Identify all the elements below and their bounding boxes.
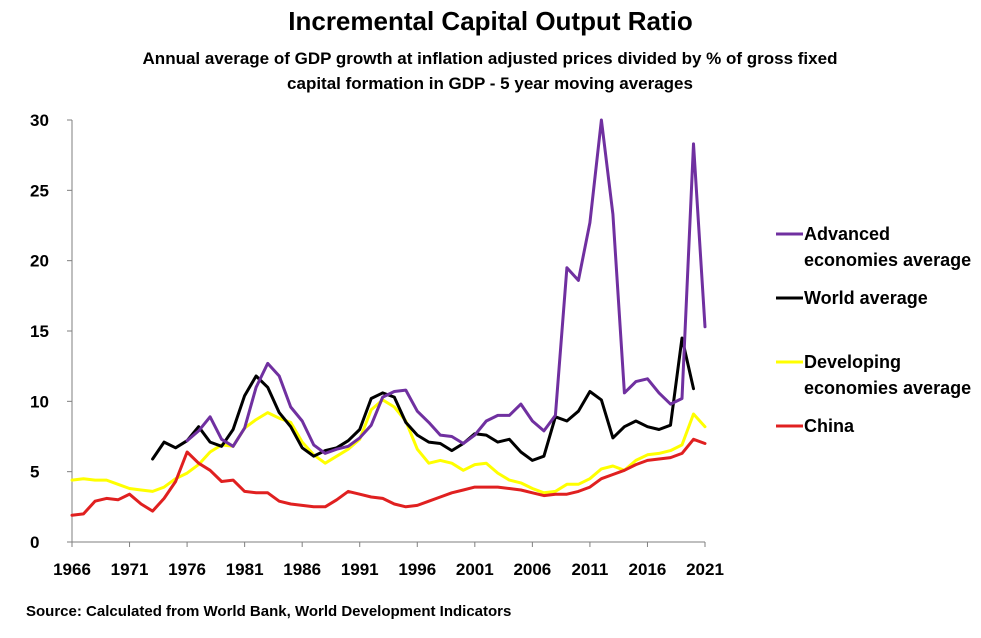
chart-title: Incremental Capital Output Ratio [288, 6, 693, 36]
x-tick-label: 2006 [513, 560, 551, 579]
x-tick-label: 2001 [456, 560, 494, 579]
series-layer [70, 118, 707, 517]
y-tick-label: 30 [30, 111, 49, 130]
x-tick-label: 2011 [571, 560, 608, 579]
chart-subtitle: Annual average of GDP growth at inflatio… [142, 49, 838, 93]
legend-label: Advanced [804, 224, 890, 244]
y-tick-label: 10 [30, 392, 49, 411]
legend-label: economies average [804, 378, 971, 398]
x-tick-label: 1976 [168, 560, 206, 579]
x-tick-label: 1991 [341, 560, 379, 579]
x-tick-label: 1971 [111, 560, 149, 579]
y-tick-label: 20 [30, 252, 49, 271]
x-tick-label: 1966 [53, 560, 91, 579]
series-line-china [70, 437, 707, 517]
series-line-developing-economies-average [70, 398, 707, 495]
series-line-world-average [151, 336, 695, 462]
legend-label: World average [804, 288, 928, 308]
y-tick-label: 0 [30, 533, 39, 552]
y-tick-label: 5 [30, 463, 39, 482]
legend-label: China [804, 416, 855, 436]
chart-legend: Advanced economies average World average De… [776, 224, 971, 436]
chart-source: Source: Calculated from World Bank, Worl… [26, 603, 512, 620]
x-tick-label: 1981 [226, 560, 264, 579]
chart-axes: 0 5 10 15 20 25 30 1966 1971 1976 1981 1986 1991 1996… [30, 111, 724, 579]
y-tick-label: 25 [30, 181, 49, 200]
x-tick-label: 1996 [398, 560, 436, 579]
legend-label: Developing [804, 352, 901, 372]
x-tick-label: 2016 [629, 560, 667, 579]
series-line-advanced-economies-average [185, 118, 707, 455]
legend-label: economies average [804, 250, 971, 270]
y-tick-label: 15 [30, 322, 49, 341]
line-chart: 0 5 10 15 20 25 30 1966 1971 1976 1981 1986 1991 1996… [30, 111, 971, 579]
x-tick-label: 2021 [686, 560, 724, 579]
x-tick-label: 1986 [283, 560, 321, 579]
